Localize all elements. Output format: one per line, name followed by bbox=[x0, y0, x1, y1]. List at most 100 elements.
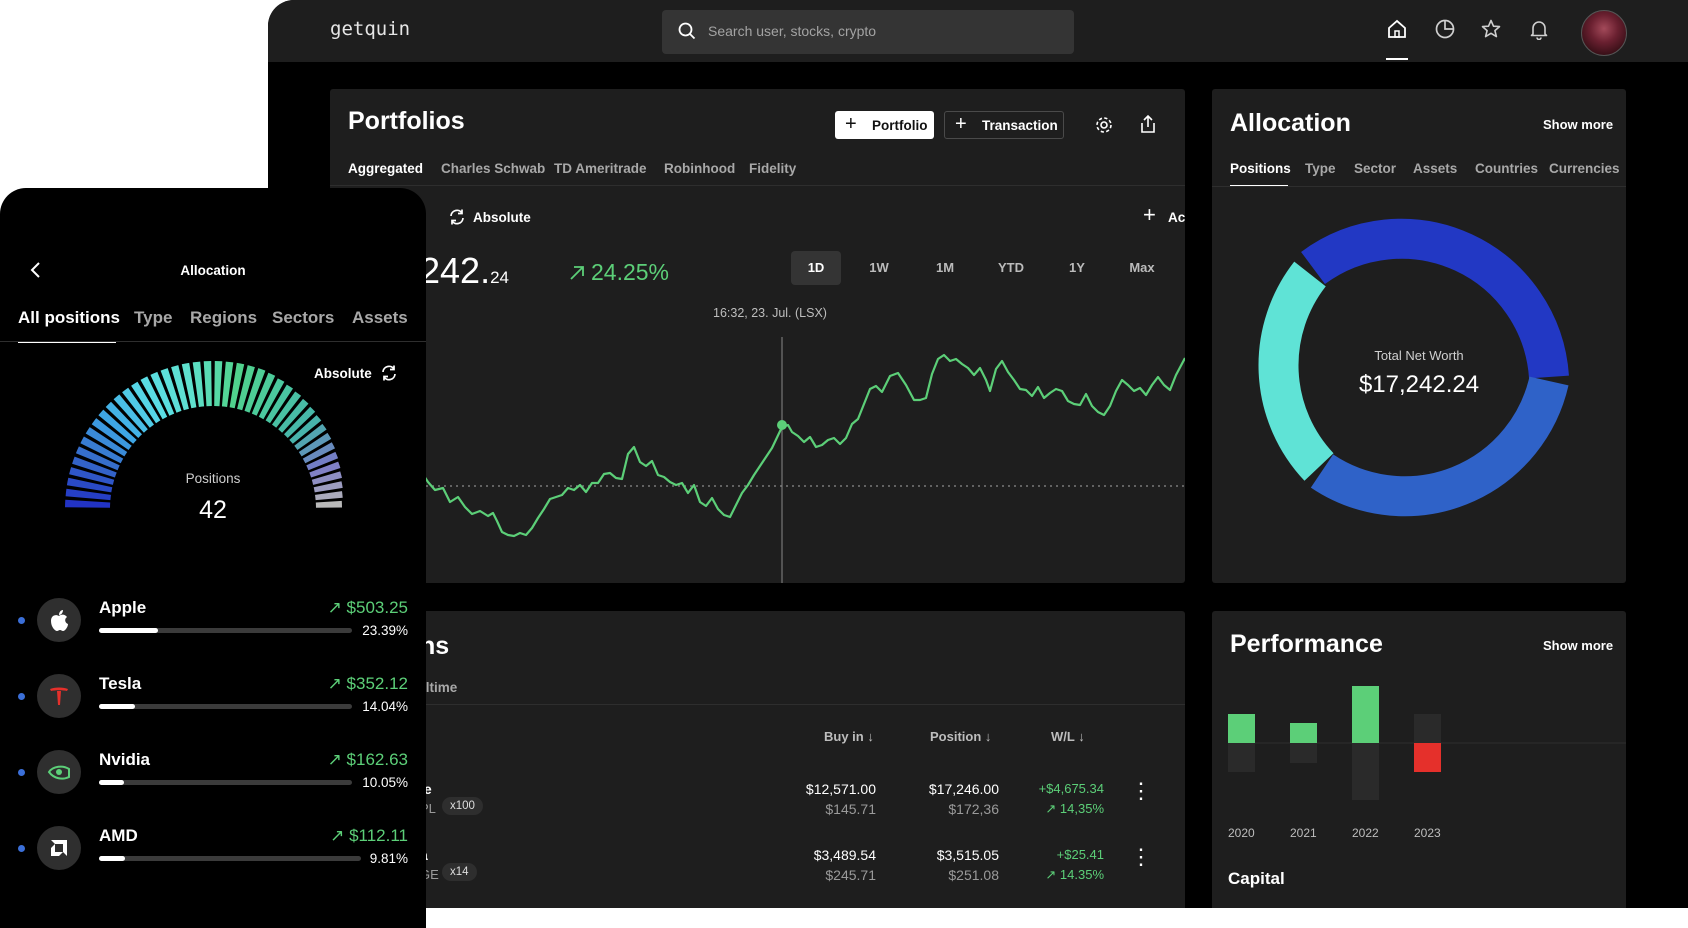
range-1d[interactable]: 1D bbox=[791, 251, 841, 285]
value-cents: 24 bbox=[490, 268, 509, 287]
range-ytd[interactable]: YTD bbox=[998, 260, 1024, 275]
portfolio-line-chart[interactable] bbox=[330, 89, 1185, 583]
wl-percent: ↗ 14,35% bbox=[1045, 801, 1104, 816]
portfolio-change: 24.25% bbox=[591, 259, 670, 285]
tab-regions[interactable]: Regions bbox=[190, 308, 258, 327]
buy-in-label: Buy in bbox=[824, 729, 864, 744]
tab-alltime[interactable]: lltime bbox=[422, 680, 458, 695]
gauge-value: 42 bbox=[199, 496, 227, 524]
range-max[interactable]: Max bbox=[1129, 260, 1155, 275]
color-dot bbox=[18, 693, 25, 700]
share-icon[interactable] bbox=[1139, 114, 1157, 134]
tab-positions[interactable]: Positions bbox=[1230, 161, 1291, 176]
gauge-segment bbox=[122, 387, 154, 428]
add-label[interactable]: Ac bbox=[1168, 210, 1185, 225]
tab-assets[interactable]: Assets bbox=[352, 308, 408, 327]
add-portfolio-button[interactable]: + Portfolio bbox=[835, 111, 934, 139]
item-value-text: $162.63 bbox=[346, 750, 408, 769]
pie-chart-icon[interactable] bbox=[1434, 18, 1456, 40]
more-options-icon[interactable]: ⋮ bbox=[1130, 778, 1152, 803]
color-dot bbox=[18, 845, 25, 852]
tab-all-positions[interactable]: All positions bbox=[18, 308, 120, 327]
bar-2022[interactable] bbox=[1352, 686, 1379, 743]
performance-bar-chart[interactable] bbox=[1212, 611, 1626, 908]
performance-show-more[interactable]: Show more bbox=[1543, 638, 1614, 653]
gauge-segment bbox=[113, 394, 148, 433]
user-avatar[interactable] bbox=[1581, 10, 1627, 56]
progress-fill bbox=[99, 856, 125, 861]
tab-type[interactable]: Type bbox=[134, 308, 173, 327]
progress-fill bbox=[99, 628, 159, 633]
active-tab-indicator bbox=[18, 341, 116, 343]
app-logo[interactable]: getquin bbox=[330, 18, 411, 40]
segment-2[interactable] bbox=[1310, 376, 1569, 517]
gauge-segment bbox=[237, 365, 255, 411]
gauge-segment bbox=[258, 378, 285, 420]
tab-charles-schwab[interactable]: Charles Schwab bbox=[441, 161, 546, 176]
item-value: ↗ $352.12 bbox=[327, 674, 408, 693]
nvidia-icon bbox=[37, 750, 81, 794]
bar-2023[interactable] bbox=[1414, 743, 1441, 772]
bar-2020[interactable] bbox=[1228, 714, 1255, 743]
header-position[interactable]: Position ↓ bbox=[930, 729, 991, 744]
performance-card: Performance Show more 2020 2021 2022 202… bbox=[1212, 611, 1626, 908]
wl-percent-text: 14,35% bbox=[1059, 801, 1104, 816]
plus-icon: + bbox=[955, 113, 967, 135]
bar-2021[interactable] bbox=[1290, 723, 1317, 743]
tesla-icon bbox=[37, 674, 81, 718]
tab-assets[interactable]: Assets bbox=[1413, 161, 1458, 176]
tab-robinhood[interactable]: Robinhood bbox=[664, 161, 736, 176]
wl-label: W/L bbox=[1051, 729, 1075, 744]
header-wl[interactable]: W/L ↓ bbox=[1051, 729, 1085, 744]
gauge-segment bbox=[85, 427, 128, 457]
search-input[interactable]: Search user, stocks, crypto bbox=[662, 10, 1074, 54]
wl-percent: ↗ 14.35% bbox=[1045, 867, 1104, 882]
item-name: Nvidia bbox=[99, 750, 151, 769]
position-label: Position bbox=[930, 729, 982, 744]
tab-fidelity[interactable]: Fidelity bbox=[749, 161, 797, 176]
positions-gauge[interactable] bbox=[0, 188, 426, 548]
tab-currencies[interactable]: Currencies bbox=[1549, 161, 1620, 176]
allocation-card: Allocation Show more Positions Type Sect… bbox=[1212, 89, 1626, 583]
header-buy-in[interactable]: Buy in ↓ bbox=[824, 729, 874, 744]
allocation-donut[interactable] bbox=[1212, 89, 1626, 583]
item-percent: 10.05% bbox=[362, 775, 408, 790]
range-1m[interactable]: 1M bbox=[935, 260, 955, 275]
gauge-label: Positions bbox=[185, 471, 241, 486]
gauge-segment bbox=[72, 456, 117, 478]
tab-sectors[interactable]: Sectors bbox=[272, 308, 335, 327]
buy-in-value: $12,571.00 bbox=[805, 781, 876, 797]
segment-3[interactable] bbox=[1258, 261, 1334, 481]
gauge-segment bbox=[313, 481, 343, 493]
mobile-title: Allocation bbox=[180, 263, 246, 278]
arrow-down-icon: ↓ bbox=[867, 729, 874, 744]
range-1w[interactable]: 1W bbox=[869, 260, 889, 275]
mode-label[interactable]: Absolute bbox=[314, 366, 372, 381]
settings-icon[interactable] bbox=[1094, 115, 1114, 135]
segment-1[interactable] bbox=[1301, 218, 1569, 379]
tab-type[interactable]: Type bbox=[1305, 161, 1336, 176]
item-value-text: $503.25 bbox=[346, 598, 408, 617]
back-arrow-icon[interactable] bbox=[28, 261, 44, 279]
tab-aggregated[interactable]: Aggregated bbox=[348, 161, 424, 176]
star-icon[interactable] bbox=[1480, 18, 1502, 40]
range-1y[interactable]: 1Y bbox=[1069, 260, 1085, 275]
mode-label[interactable]: Absolute bbox=[473, 210, 531, 225]
more-options-icon[interactable]: ⋮ bbox=[1130, 844, 1152, 869]
add-transaction-button[interactable]: + Transaction bbox=[944, 111, 1064, 139]
refresh-icon[interactable] bbox=[380, 364, 398, 382]
item-name: Tesla bbox=[99, 674, 142, 693]
qty-badge: x14 bbox=[442, 863, 477, 881]
gauge-segment bbox=[140, 376, 168, 420]
tab-countries[interactable]: Countries bbox=[1475, 161, 1539, 176]
add-icon[interactable]: + bbox=[1143, 202, 1156, 227]
gauge-segment bbox=[69, 467, 115, 485]
tab-td-ameritrade[interactable]: TD Ameritrade bbox=[554, 161, 647, 176]
position-value: $3,515.05 bbox=[936, 847, 999, 863]
tab-sector[interactable]: Sector bbox=[1354, 161, 1397, 176]
refresh-icon[interactable] bbox=[448, 208, 466, 226]
home-icon[interactable] bbox=[1386, 18, 1408, 40]
allocation-show-more[interactable]: Show more bbox=[1543, 117, 1614, 132]
bell-icon[interactable] bbox=[1528, 18, 1550, 40]
allocation-title: Allocation bbox=[1230, 109, 1351, 137]
